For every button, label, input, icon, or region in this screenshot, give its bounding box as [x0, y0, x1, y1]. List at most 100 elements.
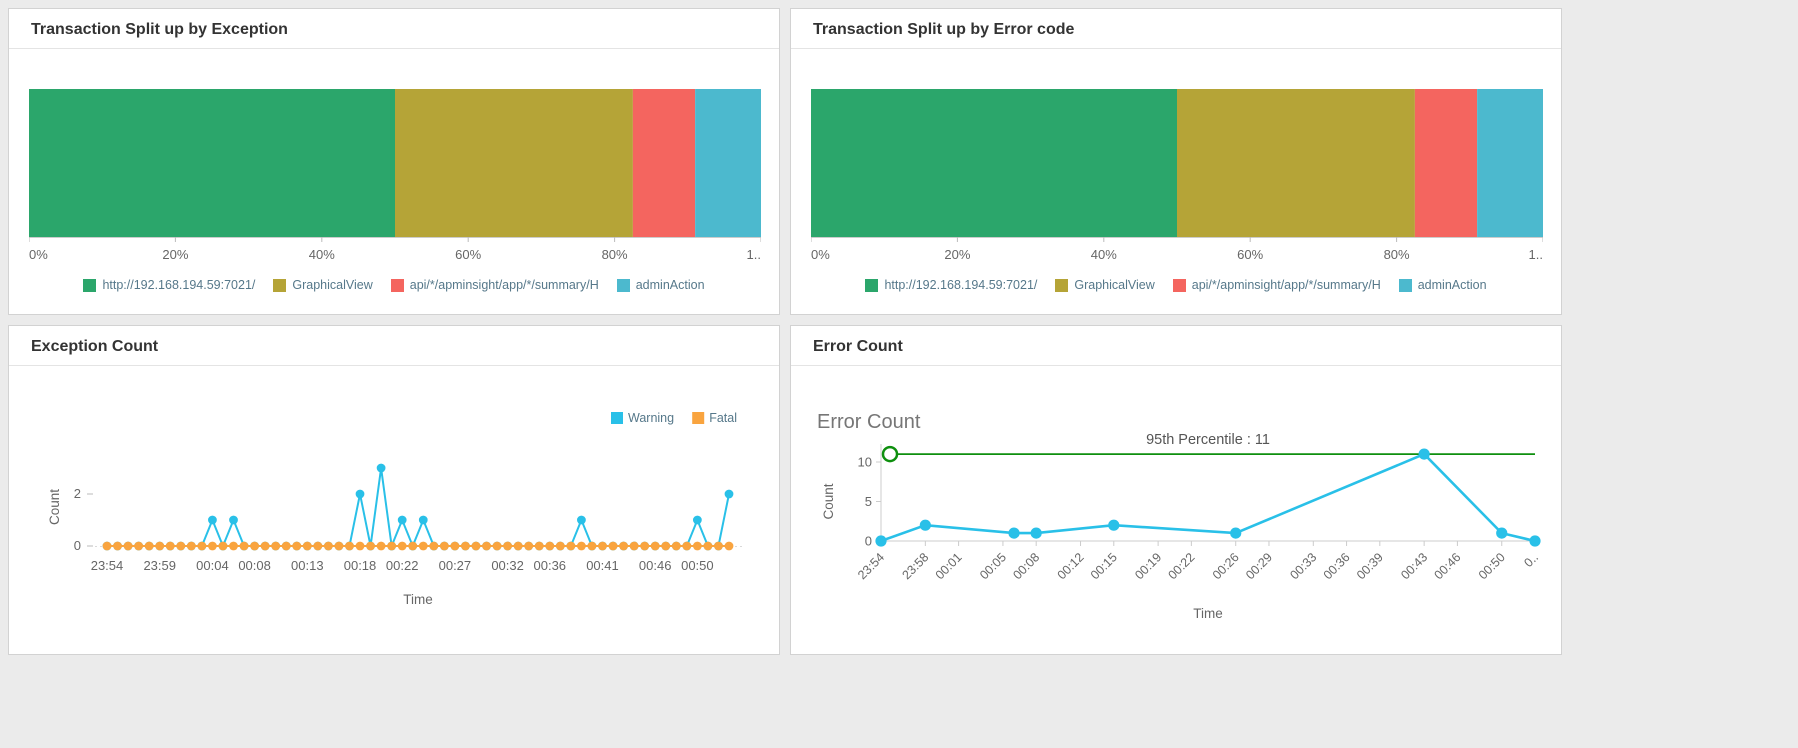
data-point[interactable] [239, 541, 249, 551]
data-point[interactable] [229, 515, 238, 525]
data-point[interactable] [313, 541, 323, 551]
data-point[interactable] [134, 541, 144, 551]
data-point[interactable] [366, 541, 375, 551]
bar-segment-3[interactable] [1477, 89, 1543, 237]
data-point[interactable] [724, 541, 734, 551]
data-point[interactable] [102, 541, 112, 551]
data-point[interactable] [123, 541, 133, 551]
data-point[interactable] [703, 541, 713, 551]
data-point[interactable] [1030, 527, 1042, 539]
stacked-bar-chart-error-code[interactable]: 0% 20% 40% 60% 80% 1.. http://192.168.194.59:7… [811, 89, 1543, 292]
data-point[interactable] [439, 541, 449, 551]
data-point[interactable] [619, 541, 628, 551]
data-point[interactable] [492, 541, 502, 551]
stacked-bar-svg[interactable]: 0% 20% 40% 60% 80% 1.. [811, 89, 1543, 269]
legend-item[interactable]: api/*/apminsight/app/*/summary/H [1172, 278, 1381, 292]
data-point[interactable] [208, 515, 217, 525]
legend-item[interactable]: http://192.168.194.59:7021/ [865, 278, 1037, 292]
data-point[interactable] [292, 541, 302, 551]
data-point[interactable] [281, 541, 291, 551]
data-point[interactable] [650, 541, 660, 551]
data-point[interactable] [176, 541, 186, 551]
bar-segment-0[interactable] [29, 89, 395, 237]
series-line-warning[interactable] [107, 467, 730, 550]
data-point[interactable] [208, 541, 217, 551]
data-point[interactable] [1418, 448, 1430, 460]
data-point[interactable] [418, 541, 428, 551]
data-point[interactable] [682, 541, 692, 551]
bar-segment-2[interactable] [1414, 89, 1478, 237]
bar-segment-2[interactable] [632, 89, 696, 237]
data-point[interactable] [186, 541, 196, 551]
data-point[interactable] [724, 489, 734, 499]
legend-swatch[interactable] [692, 412, 705, 424]
data-point[interactable] [355, 489, 365, 499]
bar-segment-0[interactable] [811, 89, 1177, 237]
series-line-error-count[interactable] [880, 452, 1536, 543]
data-point[interactable] [408, 541, 418, 551]
data-point[interactable] [387, 541, 397, 551]
data-point[interactable] [714, 541, 723, 551]
stacked-bar-svg[interactable]: 0% 20% 40% 60% 80% 1.. [29, 89, 761, 269]
bar-segment-1[interactable] [1177, 89, 1415, 237]
data-point[interactable] [260, 541, 270, 551]
data-point[interactable] [692, 515, 702, 525]
data-point[interactable] [429, 541, 439, 551]
exception-count-svg[interactable]: Warning Fatal 0 2 23:54 23:59 00:04 00:08 00:13 0… [29, 366, 761, 616]
data-point[interactable] [577, 515, 586, 525]
data-point[interactable] [513, 541, 523, 551]
data-point[interactable] [534, 541, 544, 551]
data-point[interactable] [334, 541, 344, 551]
exception-count-line-chart[interactable]: Warning Fatal 0 2 23:54 23:59 00:04 00:08 00:13 0… [29, 366, 759, 616]
data-point[interactable] [418, 515, 428, 525]
bar-segment-1[interactable] [395, 89, 633, 237]
data-point[interactable] [587, 541, 597, 551]
data-point[interactable] [1529, 535, 1541, 547]
data-point[interactable] [692, 541, 702, 551]
data-point[interactable] [155, 541, 165, 551]
legend-item[interactable]: http://192.168.194.59:7021/ [83, 278, 255, 292]
data-point[interactable] [875, 535, 887, 547]
data-point[interactable] [144, 541, 154, 551]
legend-item[interactable]: api/*/apminsight/app/*/summary/H [390, 278, 599, 292]
data-point[interactable] [376, 463, 386, 473]
data-point[interactable] [271, 541, 281, 551]
data-point[interactable] [1008, 527, 1020, 539]
data-point[interactable] [355, 541, 365, 551]
data-point[interactable] [671, 541, 681, 551]
legend-item[interactable]: adminAction [616, 278, 705, 292]
data-point[interactable] [524, 541, 534, 551]
data-point[interactable] [461, 541, 470, 551]
data-point[interactable] [229, 541, 238, 551]
bar-segment-3[interactable] [695, 89, 761, 237]
data-point[interactable] [661, 541, 671, 551]
data-point[interactable] [919, 519, 931, 531]
data-point[interactable] [629, 541, 639, 551]
data-point[interactable] [555, 541, 565, 551]
legend-item[interactable]: GraphicalView [273, 278, 373, 292]
data-point[interactable] [450, 541, 460, 551]
data-point[interactable] [218, 541, 228, 551]
data-point[interactable] [1496, 527, 1508, 539]
data-point[interactable] [471, 541, 481, 551]
data-point[interactable] [1108, 519, 1120, 531]
data-point[interactable] [577, 541, 586, 551]
legend-item[interactable]: GraphicalView [1055, 278, 1155, 292]
data-point[interactable] [598, 541, 607, 551]
error-count-line-chart[interactable]: Error Count 0 5 10 23:54 23:58 00:01 00:05 00:08… [807, 366, 1545, 634]
data-point[interactable] [1230, 527, 1242, 539]
data-point[interactable] [397, 541, 407, 551]
data-point[interactable] [397, 515, 407, 525]
data-point[interactable] [250, 541, 259, 551]
data-point[interactable] [165, 541, 175, 551]
data-point[interactable] [113, 541, 122, 551]
data-point[interactable] [545, 541, 555, 551]
legend-item[interactable]: adminAction [1398, 278, 1487, 292]
legend-swatch[interactable] [611, 412, 623, 424]
data-point[interactable] [640, 541, 650, 551]
data-point[interactable] [302, 541, 312, 551]
data-point[interactable] [608, 541, 618, 551]
data-point[interactable] [482, 541, 491, 551]
data-point[interactable] [503, 541, 513, 551]
data-point[interactable] [376, 541, 386, 551]
